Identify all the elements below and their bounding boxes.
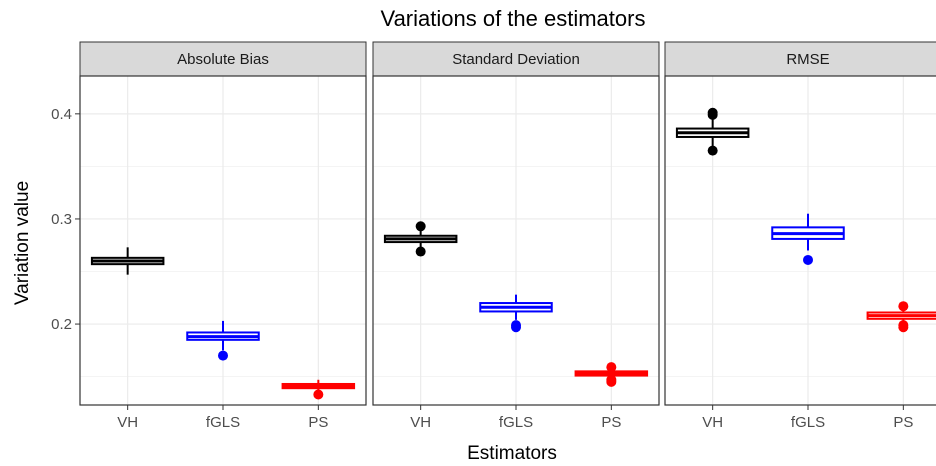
outlier-point bbox=[415, 221, 426, 232]
box-ps bbox=[281, 379, 356, 400]
chart-title: Variations of the estimators bbox=[381, 6, 646, 31]
box-fgls bbox=[771, 213, 845, 265]
x-tick-label: PS bbox=[893, 414, 913, 431]
x-tick-label: VH bbox=[410, 414, 431, 431]
panel-background bbox=[665, 76, 936, 405]
x-tick-label: fGLS bbox=[791, 414, 825, 431]
x-tick-label: fGLS bbox=[206, 414, 240, 431]
y-tick-label: 0.2 bbox=[51, 316, 72, 333]
x-axis-title: Estimators bbox=[467, 443, 557, 464]
x-tick-label: fGLS bbox=[499, 414, 533, 431]
strip-label: RMSE bbox=[786, 51, 829, 68]
outlier-point bbox=[707, 145, 718, 156]
y-tick-label: 0.4 bbox=[51, 106, 72, 123]
box-ps bbox=[866, 301, 936, 333]
strip-background bbox=[372, 41, 660, 77]
panel-rmse: RMSE VH fGLS PS bbox=[664, 41, 936, 431]
strip-label: Standard Deviation bbox=[452, 51, 580, 68]
y-axis-title: Variation value bbox=[12, 181, 33, 305]
outlier-point bbox=[606, 374, 617, 385]
box-vh bbox=[383, 221, 458, 257]
panel-absolute-bias: Absolute Bias VH fGLS PS bbox=[79, 41, 367, 431]
outlier-point bbox=[511, 320, 521, 331]
box-vh bbox=[90, 247, 165, 275]
outlier-point bbox=[707, 107, 718, 118]
box-fgls bbox=[479, 294, 553, 333]
panels-group: Absolute Bias VH fGLS PS Standard Deviation V… bbox=[79, 41, 936, 431]
y-axis: 0.2 0.3 0.4 bbox=[51, 106, 80, 333]
panel-standard-deviation: Standard Deviation VH fGLS PS bbox=[372, 41, 660, 431]
outlier-point bbox=[218, 350, 228, 361]
strip-label: Absolute Bias bbox=[177, 51, 269, 68]
strip-background bbox=[79, 41, 367, 77]
outlier-point bbox=[313, 389, 324, 400]
x-tick-label: VH bbox=[117, 414, 138, 431]
outlier-point bbox=[415, 246, 426, 257]
outlier-point bbox=[606, 362, 617, 373]
y-tick-label: 0.3 bbox=[51, 211, 72, 228]
x-tick-label: PS bbox=[308, 414, 328, 431]
x-tick-label: PS bbox=[601, 414, 621, 431]
outlier-point bbox=[898, 320, 909, 331]
strip-background bbox=[664, 41, 936, 77]
outlier-point bbox=[898, 301, 909, 312]
box-vh bbox=[675, 107, 750, 156]
x-tick-label: VH bbox=[702, 414, 723, 431]
box-fgls bbox=[186, 320, 260, 361]
outlier-point bbox=[803, 254, 813, 265]
box-ps bbox=[574, 362, 649, 387]
